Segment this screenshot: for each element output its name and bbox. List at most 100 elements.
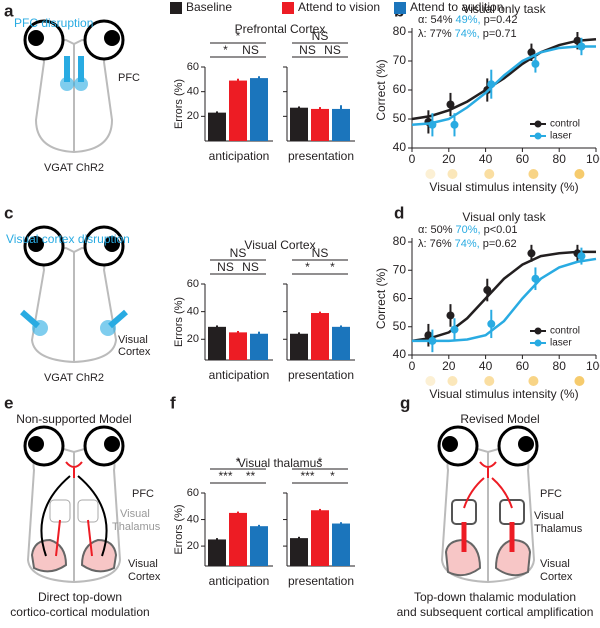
fit-stat: α: 54% [418, 14, 453, 26]
data-point [446, 100, 455, 109]
y-axis-label: Errors (%) [173, 79, 185, 129]
bar [250, 333, 268, 360]
bar [208, 112, 226, 141]
fit-stat: 49%, [456, 14, 481, 26]
fit-stat: 74%, [455, 238, 480, 250]
x-tick-label: 0 [409, 359, 416, 373]
model-diagram [437, 425, 539, 584]
y-tick-label: 20 [187, 110, 199, 122]
bar [311, 510, 329, 566]
intensity-dot [528, 169, 539, 179]
chart-title: Visual thalamus [238, 456, 323, 470]
x-tick-label: presentation [288, 368, 354, 382]
data-point [446, 311, 455, 320]
intensity-dot [574, 169, 585, 179]
legend-label: control [550, 326, 580, 337]
panel-letter: d [394, 203, 404, 222]
legend-label: Attend to vision [298, 0, 380, 14]
region-label: Visual [120, 508, 150, 520]
region-label: Cortex [118, 346, 151, 358]
panel-letter: a [4, 1, 14, 20]
y-tick-label: 50 [393, 319, 407, 333]
significance-label: NS [217, 260, 234, 274]
legend-marker [534, 339, 542, 347]
data-point [531, 274, 540, 283]
fit-stat: λ: 76% [418, 238, 452, 250]
fit-curve [412, 257, 597, 343]
diagram-caption: cortico-cortical modulation [10, 605, 149, 619]
y-tick-label: 70 [393, 262, 407, 276]
data-point [450, 120, 459, 129]
fit-stat: α: 50% [418, 224, 453, 236]
bar [332, 108, 350, 141]
x-tick-label: anticipation [209, 574, 270, 588]
mouse-diagram [23, 19, 125, 154]
y-tick-label: 20 [187, 333, 199, 345]
y-tick-label: 60 [187, 278, 199, 290]
bar [250, 78, 268, 141]
y-axis-label: Correct (%) [374, 268, 388, 329]
significance-label: NS [242, 260, 259, 274]
intensity-dot [447, 169, 458, 179]
significance-label: NS [242, 43, 259, 57]
y-tick-label: 50 [393, 111, 407, 125]
data-point [487, 80, 496, 89]
fit-stat: p=0.62 [483, 238, 517, 250]
data-point [527, 48, 536, 57]
data-point [428, 120, 437, 129]
region-label: Visual [540, 558, 570, 570]
data-point [428, 336, 437, 345]
intensity-dot [528, 376, 539, 386]
x-axis-label: Visual stimulus intensity (%) [429, 180, 578, 194]
y-tick-label: 40 [187, 513, 199, 525]
y-tick-label: 40 [393, 140, 407, 154]
diagram-title: Visual cortex disruption [6, 232, 130, 246]
legend-swatch [170, 2, 182, 14]
region-label: Cortex [540, 571, 573, 583]
significance-label: * [330, 260, 335, 274]
y-tick-label: 60 [393, 82, 407, 96]
region-label: Cortex [128, 571, 161, 583]
intensity-dot [484, 169, 495, 179]
fit-curve [411, 38, 597, 121]
x-tick-label: 20 [442, 152, 456, 166]
chart-title: Visual only task [462, 2, 546, 16]
intensity-dot [425, 169, 436, 179]
data-point [577, 42, 586, 51]
legend-label: laser [550, 338, 572, 349]
fit-stat: p=0.71 [483, 28, 517, 40]
bar [332, 326, 350, 360]
panel-letter: c [4, 203, 13, 222]
region-label: Thalamus [534, 523, 583, 535]
y-tick-label: 60 [187, 61, 199, 73]
y-tick-label: 40 [393, 347, 407, 361]
significance-label: NS [230, 246, 247, 260]
fit-curve [411, 250, 596, 343]
diagram-caption: Top-down thalamic modulation [414, 590, 576, 604]
bar [290, 107, 308, 141]
x-tick-label: 60 [516, 152, 530, 166]
y-tick-label: 40 [187, 306, 199, 318]
x-tick-label: anticipation [209, 368, 270, 382]
x-axis-label: Visual stimulus intensity (%) [429, 387, 578, 401]
intensity-dot [425, 376, 436, 386]
bar [311, 108, 329, 141]
bar [332, 523, 350, 566]
region-label: Visual [128, 558, 158, 570]
y-axis-label: Errors (%) [173, 297, 185, 347]
bar [250, 526, 268, 566]
y-tick-label: 80 [393, 24, 407, 38]
x-tick-label: 40 [479, 152, 493, 166]
significance-label: * [236, 455, 241, 469]
legend-label: Baseline [186, 0, 232, 14]
legend-marker [534, 120, 542, 128]
y-tick-label: 60 [187, 487, 199, 499]
diagram-title: PFC disruption [14, 16, 93, 30]
fit-stat: p=0.42 [484, 14, 518, 26]
significance-label: NS [312, 246, 329, 260]
diagram-caption: Direct top-down [38, 590, 122, 604]
bar [208, 539, 226, 566]
significance-label: * [223, 43, 228, 57]
bar [229, 512, 247, 566]
data-point [531, 59, 540, 68]
